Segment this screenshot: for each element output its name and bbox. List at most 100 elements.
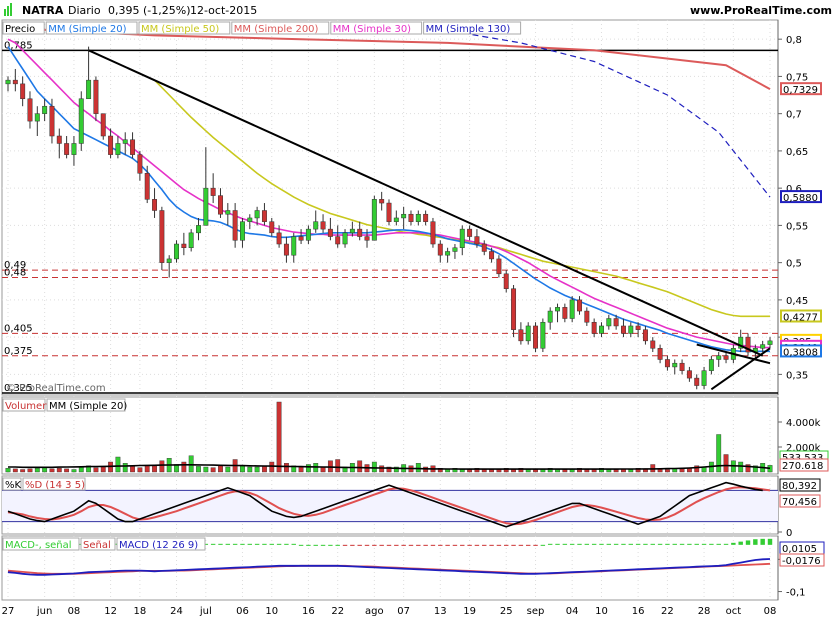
candle-body <box>386 202 392 222</box>
macd-histogram-bar <box>364 544 370 546</box>
x-tick-label: oct <box>726 606 742 617</box>
macd-histogram-bar <box>723 543 729 545</box>
candle-body <box>349 228 355 234</box>
volume-bar <box>679 468 685 473</box>
header-bar <box>0 0 835 20</box>
legend-box <box>2 537 80 551</box>
ma200-line <box>7 27 771 90</box>
candle-body <box>166 258 172 263</box>
volume-bar <box>27 468 33 473</box>
x-tick-label: 16 <box>632 606 645 617</box>
volume-bar <box>371 461 377 473</box>
x-tick-label: 27 <box>2 606 15 617</box>
candle-body <box>489 251 495 260</box>
candle-body <box>196 225 201 234</box>
candle-body <box>738 336 744 349</box>
volume-bar <box>12 468 18 473</box>
candle-body <box>71 143 77 155</box>
volume-bar <box>64 468 70 473</box>
candle-body <box>650 340 656 349</box>
macd-histogram-bar <box>591 543 597 545</box>
candle-body <box>745 336 751 353</box>
candle-body <box>584 310 590 323</box>
volume-bar <box>218 465 223 473</box>
macd-histogram-bar <box>350 544 355 546</box>
price-right-label: 0,4277 <box>783 312 818 323</box>
legend-item: Volumen <box>5 401 49 412</box>
macd-histogram-bar <box>416 544 421 546</box>
macd-histogram-bar <box>518 544 524 546</box>
x-tick-label: 10 <box>595 606 608 617</box>
candle-body <box>635 325 641 330</box>
volume-bar <box>284 463 289 473</box>
legend-box <box>2 21 45 35</box>
candle-body <box>12 79 18 85</box>
header-icon <box>4 3 12 16</box>
candle-body <box>393 217 399 222</box>
candle-body <box>144 173 150 200</box>
volume-right-label: 270.618 <box>782 461 823 472</box>
volume-bar <box>240 465 245 473</box>
candle-body <box>159 210 165 263</box>
macd-histogram-bar <box>218 543 223 545</box>
macd-histogram-bar <box>621 543 626 545</box>
legend-item: MM (Simple 200) <box>234 24 319 35</box>
volume-tick-label: 2.000k <box>786 443 821 454</box>
volume-bar <box>137 467 143 473</box>
volume-bar <box>49 468 55 473</box>
candle-body <box>555 307 560 312</box>
candle-body <box>291 236 297 256</box>
candle-body <box>569 299 575 319</box>
candle-body <box>108 135 114 155</box>
volume-bar <box>269 461 275 473</box>
macd-histogram-bar <box>613 543 619 545</box>
macd-histogram-bar <box>504 544 509 546</box>
macd-histogram-bar <box>577 543 582 545</box>
candle-body <box>93 79 99 114</box>
macd-histogram-bar <box>650 543 655 545</box>
macd-histogram-bar <box>657 543 663 545</box>
volume-bar <box>298 466 304 473</box>
candle-body <box>547 310 553 323</box>
stoch-d-line <box>7 486 771 526</box>
volume-bar <box>547 468 553 473</box>
macd-histogram-bar <box>716 543 721 545</box>
candle-body <box>232 210 238 241</box>
volume-bar <box>723 454 729 473</box>
macd-histogram-bar <box>753 539 758 545</box>
candle-body <box>115 143 121 155</box>
volume-bar <box>86 465 92 473</box>
macd-histogram-bar <box>342 544 348 546</box>
volume-bar <box>518 468 524 473</box>
macd-histogram-bar <box>262 543 267 545</box>
macd-histogram-bar <box>452 544 458 546</box>
volume-bar <box>415 463 421 473</box>
legend-item: %K <box>5 480 22 491</box>
macd-histogram-bar <box>306 544 311 546</box>
candle-body <box>276 232 282 245</box>
candle-body <box>364 236 370 241</box>
candle-body <box>100 113 106 137</box>
volume-bar <box>665 469 670 473</box>
stoch-legend: %K %D (14 3 5) <box>2 477 86 491</box>
candle-body <box>679 362 685 371</box>
macd-histogram-bar <box>511 544 516 546</box>
date-label: 12-oct-2015 <box>190 4 257 17</box>
macd-right-tag <box>779 553 825 567</box>
macd-histogram-bar <box>665 543 670 545</box>
volume-bar <box>577 468 582 473</box>
x-tick-label: 07 <box>397 606 410 617</box>
legend-item: MACD (12 26 9) <box>119 540 198 551</box>
candle-body <box>130 139 136 155</box>
volume-bar <box>694 465 700 473</box>
volume-legend: Volumen MM (Simple 20) <box>2 398 127 412</box>
candle-body <box>181 243 187 248</box>
macd-histogram-bar <box>467 544 472 546</box>
macd-histogram-bar <box>533 544 538 546</box>
macd-histogram-bar <box>555 543 560 545</box>
candle-body <box>137 154 143 174</box>
candle-body <box>672 362 678 368</box>
volume-bar <box>386 466 392 473</box>
legend-item: %D (14 3 5) <box>25 480 85 491</box>
